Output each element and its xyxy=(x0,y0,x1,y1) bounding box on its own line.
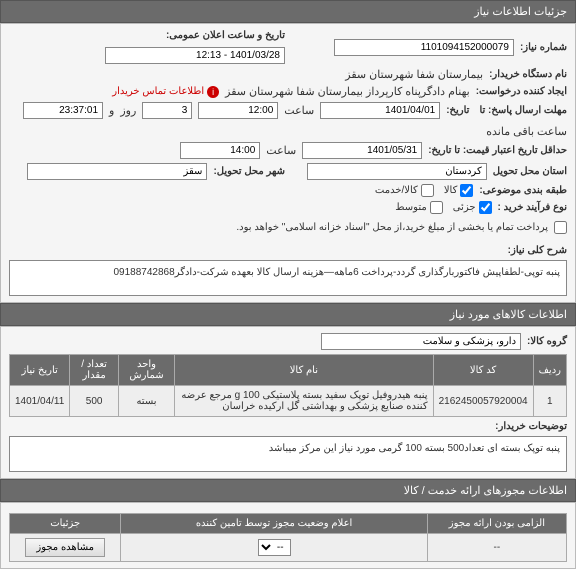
col-code: کد کالا xyxy=(433,355,533,386)
buy-small-option[interactable]: جزئی xyxy=(453,201,492,214)
goods-panel: گروه کالا: ردیف کد کالا نام کالا واحد شم… xyxy=(0,326,576,479)
perm-mandatory-cell: -- xyxy=(427,534,566,562)
class-khadamat-option[interactable]: کالا/خدمت xyxy=(375,184,434,197)
deadline-date-input[interactable] xyxy=(320,102,440,119)
contact-link[interactable]: i اطلاعات تماس خریدار xyxy=(112,86,219,98)
perm-status-cell: -- xyxy=(121,534,427,562)
need-title-label: شرح کلی نیاز: xyxy=(508,245,567,256)
cell-qty: 500 xyxy=(70,386,119,417)
need-no-input[interactable] xyxy=(334,39,514,56)
partial-payment-note: پرداخت تمام یا بخشی از مبلغ خرید،از محل … xyxy=(236,222,548,233)
province-input[interactable] xyxy=(307,163,487,180)
buyer-notes-label: توضیحات خریدار: xyxy=(495,421,567,432)
cell-name: پنبه هیدروفیل توپک سفید بسته پلاستیکی 10… xyxy=(175,386,434,417)
cell-unit: بسته xyxy=(118,386,174,417)
perm-col-status: اعلام وضعیت مجوز توسط تامین کننده xyxy=(121,514,427,534)
class-khadamat-checkbox[interactable] xyxy=(421,184,434,197)
reply-deadline-label: مهلت ارسال پاسخ: تا xyxy=(479,105,567,116)
main-header: جزئیات اطلاعات نیاز xyxy=(0,0,576,23)
classification-label: طبقه بندی موضوعی: xyxy=(479,185,567,196)
goods-group-input[interactable] xyxy=(321,333,521,350)
day-label: روز xyxy=(120,104,136,117)
class-kala-checkbox[interactable] xyxy=(460,184,473,197)
hour-label-2: ساعت xyxy=(266,144,296,157)
class-kala-option[interactable]: کالا xyxy=(444,184,474,197)
buyer-org-label: نام دستگاه خریدار: xyxy=(489,69,567,80)
perm-col-details: جزئیات xyxy=(10,514,121,534)
permits-header: اطلاعات مجوزهای ارائه خدمت / کالا xyxy=(0,479,576,502)
col-date: تاریخ نیاز xyxy=(10,355,70,386)
buy-medium-text: متوسط xyxy=(395,202,426,213)
need-no-label: شماره نیاز: xyxy=(520,42,567,53)
col-unit: واحد شمارش xyxy=(118,355,174,386)
need-title-box[interactable]: پنبه توپی-لطفاپیش فاکتوربارگذاری گردد-پر… xyxy=(9,260,567,296)
perm-details-cell: مشاهده مجوز xyxy=(10,534,121,562)
permits-table: الزامی بودن ارائه مجوز اعلام وضعیت مجوز … xyxy=(9,513,567,562)
table-row[interactable]: -- -- مشاهده مجوز xyxy=(10,534,567,562)
deadline-time-input[interactable] xyxy=(198,102,278,119)
goods-group-label: گروه کالا: xyxy=(527,336,567,347)
goods-header: اطلاعات کالاهای مورد نیاز xyxy=(0,303,576,326)
info-icon: i xyxy=(207,86,219,98)
validity-date-input[interactable] xyxy=(302,142,422,159)
announce-time-input[interactable] xyxy=(105,47,285,64)
buy-medium-option[interactable]: متوسط xyxy=(395,201,442,214)
remaining-label: ساعت باقی مانده xyxy=(486,125,567,138)
hour-label-1: ساعت xyxy=(284,104,314,117)
deadline-date-label: تاریخ: xyxy=(446,105,469,116)
cell-date: 1401/04/11 xyxy=(10,386,70,417)
province-label: استان محل تحویل xyxy=(493,166,567,177)
permits-panel: الزامی بودن ارائه مجوز اعلام وضعیت مجوز … xyxy=(0,502,576,569)
need-info-panel: شماره نیاز: تاریخ و ساعت اعلان عمومی: نا… xyxy=(0,23,576,303)
perm-col-mandatory: الزامی بودن ارائه مجوز xyxy=(427,514,566,534)
cell-idx: 1 xyxy=(533,386,566,417)
buyer-org-value: بیمارستان شفا شهرستان سقز xyxy=(345,68,483,81)
buyer-notes-box[interactable]: پنبه توپک بسته ای تعداد500 بسته 100 گرمی… xyxy=(9,436,567,472)
table-row[interactable]: 1 2162450057920004 پنبه هیدروفیل توپک سف… xyxy=(10,386,567,417)
buy-small-text: جزئی xyxy=(453,202,476,213)
announce-time-label: تاریخ و ساعت اعلان عمومی: xyxy=(166,30,285,41)
class-khadamat-text: کالا/خدمت xyxy=(375,185,418,196)
city-input[interactable] xyxy=(27,163,207,180)
city-label: شهر محل تحویل: xyxy=(213,166,285,177)
cell-code: 2162450057920004 xyxy=(433,386,533,417)
days-left-input[interactable] xyxy=(142,102,192,119)
buy-medium-checkbox[interactable] xyxy=(430,201,443,214)
partial-payment-checkbox[interactable] xyxy=(554,221,567,234)
and-label: و xyxy=(109,104,114,117)
min-validity-label: حداقل تاریخ اعتبار قیمت: تا تاریخ: xyxy=(428,145,567,156)
col-name: نام کالا xyxy=(175,355,434,386)
buy-type-label: نوع فرآیند خرید : xyxy=(498,202,567,213)
view-permit-button[interactable]: مشاهده مجوز xyxy=(25,538,105,557)
validity-time-input[interactable] xyxy=(180,142,260,159)
contact-label: اطلاعات تماس خریدار xyxy=(112,86,204,97)
goods-table: ردیف کد کالا نام کالا واحد شمارش تعداد /… xyxy=(9,354,567,417)
creator-value: بهنام دادگرپناه کارپرداز بیمارستان شفا ش… xyxy=(225,85,470,98)
buy-small-checkbox[interactable] xyxy=(479,201,492,214)
col-idx: ردیف xyxy=(533,355,566,386)
class-kala-text: کالا xyxy=(444,185,458,196)
perm-status-select[interactable]: -- xyxy=(258,539,291,556)
creator-label: ایجاد کننده درخواست: xyxy=(476,86,567,97)
time-left-input[interactable] xyxy=(23,102,103,119)
col-qty: تعداد / مقدار xyxy=(70,355,119,386)
